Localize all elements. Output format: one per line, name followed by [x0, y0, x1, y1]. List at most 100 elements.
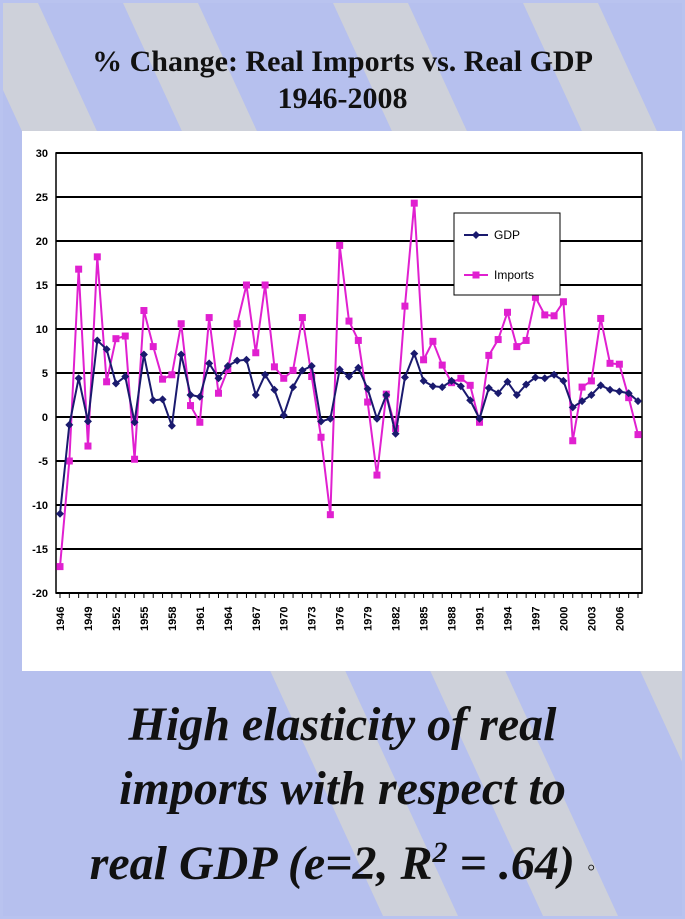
data-point-imports [261, 281, 269, 289]
data-point-imports [289, 366, 297, 374]
caption-line-2: imports with respect to [119, 762, 566, 815]
x-tick-label: 1973 [307, 607, 319, 631]
data-point-imports [587, 377, 595, 385]
data-point-gdp [149, 396, 158, 405]
data-point-imports [364, 398, 372, 406]
data-point-imports [187, 402, 195, 410]
x-tick-label: 1970 [279, 607, 291, 631]
line-chart: -20 -15 -10 -5 0 5 10 15 20 25 30 1946 1949 1952 1955 1… [32, 148, 643, 631]
data-point-imports [252, 349, 260, 357]
title-line-1: % Change: Real Imports vs. Real GDP [92, 45, 593, 78]
data-point-imports [625, 394, 633, 402]
data-point-gdp [317, 417, 326, 426]
data-point-gdp [428, 382, 437, 391]
data-point-imports [336, 241, 344, 249]
data-point-imports [308, 373, 316, 381]
x-tick-label: 2000 [558, 607, 570, 631]
data-point-gdp [568, 403, 577, 412]
data-point-imports [159, 375, 167, 383]
data-point-gdp [242, 355, 251, 364]
data-point-gdp [195, 392, 204, 401]
data-point-gdp [56, 509, 64, 518]
y-tick-label: 30 [36, 148, 48, 160]
caption-line-1: High elasticity of real [128, 698, 557, 751]
data-point-gdp [475, 414, 484, 423]
data-point-imports [65, 457, 73, 465]
x-tick-label: 2006 [614, 607, 626, 631]
data-point-imports [466, 381, 474, 389]
data-point-imports [56, 563, 64, 571]
data-point-gdp [261, 370, 270, 379]
data-point-imports [214, 389, 222, 397]
data-point-gdp [410, 349, 419, 358]
x-tick-label: 1991 [475, 607, 487, 631]
data-point-gdp [279, 411, 288, 420]
data-point-gdp [578, 397, 587, 406]
data-point-gdp [466, 396, 475, 405]
data-point-gdp [177, 350, 186, 359]
data-point-gdp [354, 363, 363, 372]
x-tick-label: 1964 [223, 606, 235, 631]
data-point-imports [578, 383, 586, 391]
data-point-gdp [214, 374, 223, 383]
x-tick-label: 1976 [335, 607, 347, 631]
data-point-gdp [624, 389, 633, 398]
data-point-gdp [102, 345, 111, 354]
legend-label-gdp: GDP [494, 228, 520, 242]
data-point-gdp [307, 361, 316, 370]
x-tick-label: 1979 [363, 607, 375, 631]
data-point-imports [131, 455, 139, 463]
data-point-imports [168, 371, 176, 379]
x-tick-label: 1982 [391, 607, 403, 631]
data-point-imports [485, 351, 493, 359]
data-point-gdp [419, 376, 428, 385]
chart-panel: -20 -15 -10 -5 0 5 10 15 20 25 30 1946 1949 1952 1955 1… [22, 131, 682, 671]
data-point-gdp [121, 372, 130, 381]
data-point-gdp [372, 414, 381, 423]
data-point-imports [317, 433, 325, 441]
data-point-gdp [93, 336, 102, 345]
caption: High elasticity of real imports with res… [3, 693, 682, 900]
data-point-imports [606, 359, 614, 367]
data-point-imports [438, 361, 446, 369]
data-point-imports [75, 265, 83, 273]
data-point-imports [420, 356, 428, 364]
data-point-imports [93, 253, 101, 261]
x-tick-label: 1949 [83, 607, 95, 631]
data-point-gdp [326, 414, 335, 423]
data-point-gdp [186, 391, 195, 399]
data-point-gdp [540, 374, 549, 383]
data-point-gdp [531, 373, 540, 382]
data-point-imports [103, 378, 111, 386]
y-tick-label: 0 [42, 412, 48, 424]
data-point-imports [177, 320, 185, 328]
data-point-gdp [345, 372, 353, 381]
slide-title: % Change: Real Imports vs. Real GDP 1946… [3, 43, 682, 117]
data-point-imports [494, 336, 502, 344]
data-point-gdp [65, 420, 74, 429]
data-point-gdp [606, 385, 615, 394]
x-tick-label: 1955 [139, 607, 151, 631]
y-tick-label: -15 [32, 544, 48, 556]
data-point-gdp [167, 421, 176, 430]
data-point-gdp [111, 379, 120, 388]
y-tick-label: -5 [38, 456, 48, 468]
data-point-imports [140, 307, 148, 315]
data-point-gdp [494, 389, 503, 398]
data-point-imports [298, 314, 306, 322]
x-tick-label: 2003 [586, 607, 598, 631]
data-point-gdp [335, 365, 344, 374]
data-point-gdp [503, 377, 512, 386]
y-tick-label: 15 [36, 280, 48, 292]
data-point-gdp [158, 395, 167, 404]
data-point-gdp [363, 384, 372, 393]
data-point-gdp [438, 383, 447, 392]
data-point-imports [233, 320, 241, 328]
data-point-gdp [205, 359, 214, 368]
data-point-imports [503, 308, 511, 316]
data-point-imports [354, 336, 362, 344]
x-tick-label: 1952 [111, 607, 123, 631]
y-tick-label: -20 [32, 588, 48, 600]
x-tick-label: 1985 [419, 607, 431, 631]
data-point-imports [429, 337, 437, 345]
